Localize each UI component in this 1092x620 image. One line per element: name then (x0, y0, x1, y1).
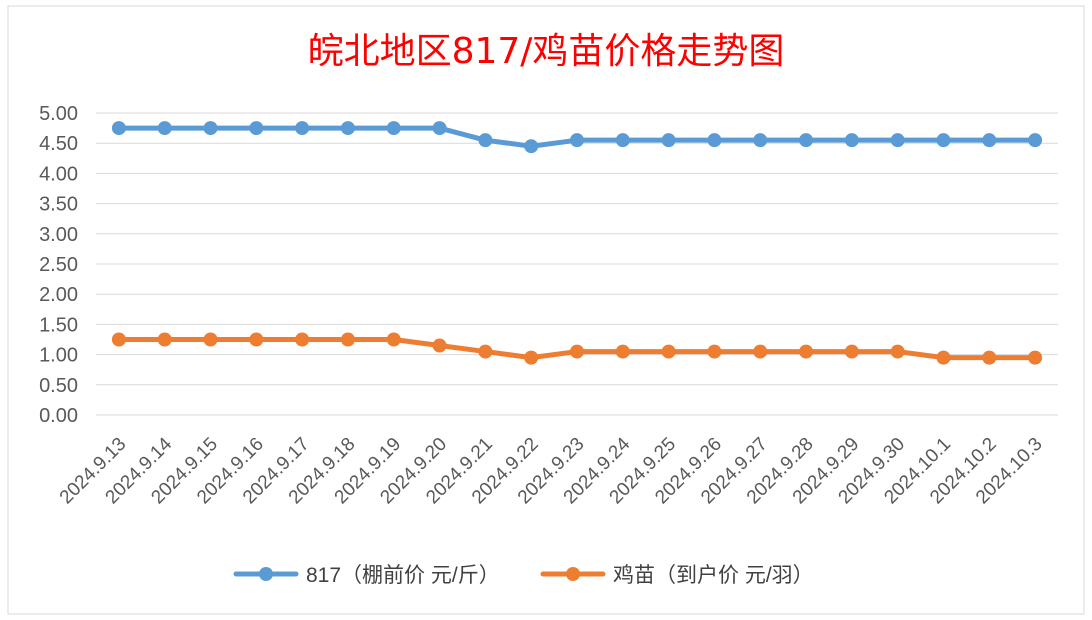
legend-marker (566, 567, 580, 581)
data-point (753, 344, 768, 359)
data-point (157, 121, 172, 136)
data-point (799, 344, 814, 359)
data-point (799, 133, 814, 148)
y-tick-label: 2.00 (39, 284, 78, 306)
legend-marker (259, 567, 273, 581)
data-point (478, 344, 493, 359)
data-point (661, 133, 676, 148)
data-point (707, 133, 722, 148)
data-point (157, 332, 172, 347)
y-tick-label: 4.00 (39, 163, 78, 185)
y-tick-label: 1.00 (39, 345, 78, 367)
data-point (570, 344, 584, 359)
data-point (661, 344, 676, 359)
y-tick-label: 3.50 (39, 194, 78, 216)
data-point (249, 121, 264, 136)
y-tick-label: 4.50 (39, 133, 78, 155)
y-tick-label: 2.50 (39, 254, 78, 276)
data-point (890, 133, 905, 148)
data-point (386, 332, 401, 347)
data-point (340, 332, 355, 347)
data-point (203, 332, 218, 347)
y-tick-label: 1.50 (39, 314, 78, 336)
data-point (936, 350, 951, 365)
data-point (524, 139, 539, 154)
data-point (295, 121, 310, 136)
data-point (615, 133, 630, 148)
data-point (753, 133, 768, 148)
data-point (524, 350, 539, 365)
data-point (432, 338, 447, 353)
legend-label: 817（棚前价 元/斤） (306, 564, 500, 587)
data-point (111, 332, 126, 347)
data-point (249, 332, 264, 347)
data-point (982, 133, 997, 148)
y-tick-label: 0.00 (39, 405, 78, 427)
data-point (111, 121, 126, 136)
data-point (982, 350, 997, 365)
chart-title: 皖北地区817/鸡苗价格走势图 (307, 31, 785, 72)
data-point (432, 121, 447, 136)
data-point (1028, 133, 1043, 148)
data-point (386, 121, 401, 136)
legend-label: 鸡苗（到户价 元/羽） (613, 564, 814, 587)
data-point (1028, 350, 1043, 365)
data-point (615, 344, 630, 359)
data-point (295, 332, 310, 347)
data-point (936, 133, 951, 148)
y-tick-label: 5.00 (39, 103, 78, 125)
y-tick-label: 0.50 (39, 375, 78, 397)
data-point (570, 133, 584, 148)
y-tick-label: 3.00 (39, 224, 78, 246)
data-point (844, 133, 859, 148)
data-point (340, 121, 355, 136)
data-point (203, 121, 218, 136)
data-point (844, 344, 859, 359)
data-point (707, 344, 722, 359)
data-point (890, 344, 905, 359)
data-point (478, 133, 493, 148)
